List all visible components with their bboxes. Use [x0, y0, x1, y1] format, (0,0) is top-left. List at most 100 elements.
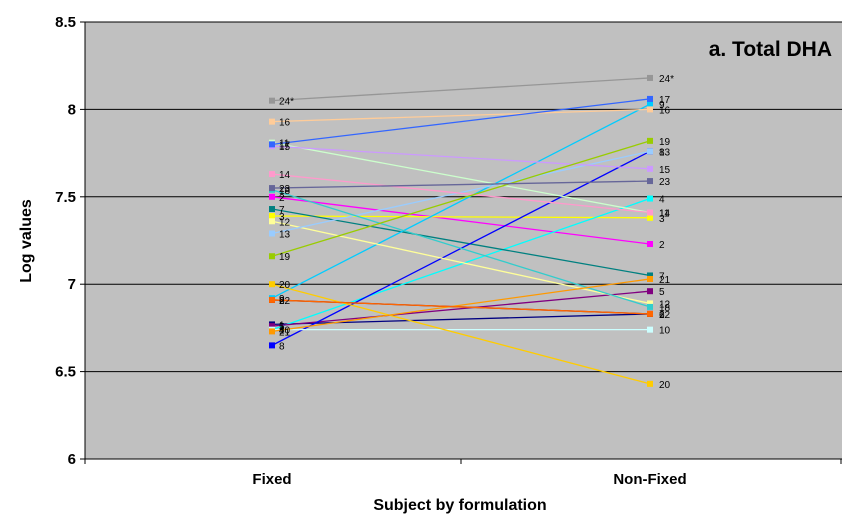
x-tick-label: Fixed: [252, 471, 291, 488]
point-label: 13: [659, 147, 671, 158]
series-line-24*: [271, 77, 651, 102]
series-line-9: [271, 103, 651, 299]
point-label: 3: [279, 212, 285, 223]
series-line-11: [271, 141, 651, 214]
point-label: 10: [279, 326, 291, 337]
point-label: 4: [659, 195, 665, 206]
x-tick-label: Non-Fixed: [613, 471, 686, 488]
data-point-4: [647, 195, 653, 202]
point-label: 3: [659, 214, 665, 225]
data-point-8: [269, 342, 275, 349]
point-label: 10: [659, 326, 671, 337]
series-line-17: [271, 98, 651, 146]
point-label: 23: [279, 184, 291, 195]
point-label: 13: [279, 230, 291, 241]
data-point-24*: [269, 97, 275, 104]
data-point-15: [647, 165, 653, 172]
data-point-12: [647, 300, 653, 307]
point-label: 24*: [279, 97, 294, 108]
point-label: 22: [279, 296, 291, 307]
data-point-5: [269, 323, 275, 330]
point-label: 6: [279, 296, 285, 307]
y-tick-label: 6.5: [55, 364, 76, 381]
chart-title: a. Total DHA: [709, 38, 832, 61]
y-tick-label: 7: [68, 276, 76, 293]
data-point-3: [269, 213, 275, 220]
y-tick-label: 8: [68, 101, 76, 118]
point-label: 18: [279, 186, 291, 197]
point-label: 16: [279, 118, 291, 129]
series-line-16: [271, 108, 651, 123]
point-label: 15: [659, 165, 671, 176]
series-line-4: [271, 197, 651, 331]
data-point-18: [647, 303, 653, 310]
data-point-22: [647, 310, 653, 317]
data-point-17: [647, 95, 653, 102]
y-axis-title: Log values: [18, 199, 35, 283]
point-label: 12: [659, 299, 671, 310]
point-label: 19: [279, 252, 291, 263]
data-point-13: [269, 230, 275, 237]
data-point-23: [647, 178, 653, 185]
data-point-3: [647, 214, 653, 221]
data-point-20: [647, 380, 653, 387]
point-label: 19: [659, 137, 671, 148]
data-point-17: [269, 141, 275, 148]
point-label: 11: [659, 209, 670, 220]
data-point-21: [647, 275, 653, 282]
point-label: 1: [279, 320, 285, 331]
data-point-20: [269, 281, 275, 288]
data-point-10: [647, 326, 653, 333]
series-line-20: [271, 283, 651, 385]
data-point-14: [269, 171, 275, 178]
point-label: 14: [659, 209, 671, 220]
series-line-23: [271, 180, 651, 189]
y-tick-label: 7.5: [55, 189, 76, 206]
gridlines: [85, 21, 842, 373]
series-lines: [269, 74, 653, 387]
point-label: 4: [279, 326, 285, 337]
point-label: 14: [279, 170, 291, 181]
series-line-14: [271, 173, 651, 214]
point-label: 2: [279, 193, 285, 204]
data-point-24*: [647, 74, 653, 81]
series-line-21: [271, 278, 651, 333]
series-line-22: [271, 299, 651, 315]
point-label: 21: [659, 275, 671, 286]
point-label: 7: [279, 205, 285, 216]
point-label: 8: [279, 341, 285, 352]
series-line-15: [271, 145, 651, 170]
data-point-21: [269, 328, 275, 335]
point-label: 22: [659, 310, 671, 321]
data-point-2: [647, 240, 653, 247]
point-label: 17: [279, 140, 291, 151]
point-label: 5: [279, 322, 285, 333]
data-point-14: [647, 209, 653, 216]
point-label: 6: [659, 310, 665, 321]
series-line-5: [271, 290, 651, 327]
point-label: 23: [659, 177, 671, 188]
data-point-22: [269, 296, 275, 303]
data-point-13: [647, 148, 653, 155]
point-label: 9: [279, 294, 285, 305]
point-label: 20: [279, 280, 291, 291]
axes: 6 6.5 7 7.5 8 8.5 Fixed Non-Fixed: [55, 14, 842, 488]
series-line-3: [271, 215, 651, 219]
x-axis-title: Subject by formulation: [373, 497, 546, 514]
data-point-2: [269, 193, 275, 200]
point-label: 24*: [659, 74, 674, 85]
point-label: 9: [659, 100, 665, 111]
data-point-23: [269, 185, 275, 192]
y-tick-label: 8.5: [55, 14, 76, 31]
data-point-9: [647, 101, 653, 108]
point-label: 5: [659, 287, 665, 298]
data-point-12: [269, 218, 275, 225]
data-point-16: [269, 118, 275, 125]
point-label: 18: [659, 303, 671, 314]
data-point-7: [269, 206, 275, 213]
point-label: 21: [279, 327, 291, 338]
point-label: 12: [279, 217, 291, 228]
point-label: 15: [279, 142, 291, 153]
